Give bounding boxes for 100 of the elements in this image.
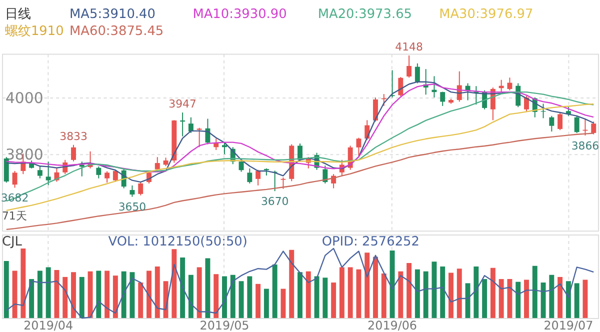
bar [172, 249, 177, 318]
bar [414, 269, 420, 318]
bar [154, 266, 160, 318]
bar [390, 250, 395, 318]
bar [37, 270, 42, 318]
chart-subtitle: 螺纹1910 [4, 24, 64, 39]
candlestick [414, 62, 420, 84]
bar [62, 276, 68, 318]
bar [121, 271, 126, 318]
bar [448, 272, 454, 318]
candlestick [356, 137, 362, 156]
annotation: 4148 [395, 40, 423, 54]
bar [331, 282, 336, 318]
bar [549, 274, 554, 318]
candlestick [549, 115, 554, 132]
candlestick [154, 156, 160, 170]
annotation: 3670 [260, 195, 289, 208]
candlestick [222, 142, 227, 155]
bar [465, 283, 470, 318]
x-tick-label: 2019/05 [200, 318, 250, 332]
candlestick [96, 166, 102, 179]
candlestick [205, 118, 210, 145]
bar [196, 267, 202, 318]
bar [214, 274, 219, 318]
bar [339, 267, 344, 318]
y-tick-label: 3800 [5, 146, 44, 164]
chart-title: CJL [2, 234, 23, 250]
bar [29, 279, 34, 318]
candlestick [398, 76, 404, 97]
bar [574, 283, 580, 318]
x-tick-label: 2019/06 [368, 318, 418, 332]
bar [423, 271, 428, 318]
bar [272, 264, 278, 318]
bar [356, 269, 362, 318]
bar [373, 256, 378, 318]
candlestick [280, 177, 286, 190]
bar [582, 280, 588, 318]
candlestick [130, 184, 135, 198]
annotation: 3866 [571, 139, 600, 152]
bar [112, 276, 118, 318]
candlestick [558, 112, 563, 131]
candlestick [540, 103, 546, 119]
bar [306, 271, 311, 318]
x-tick-label: 2019/07 [544, 318, 594, 332]
candlestick [188, 116, 194, 134]
bar [482, 279, 488, 318]
candlestick [112, 169, 118, 182]
candlestick [256, 169, 261, 186]
annotation: 3833 [60, 130, 88, 143]
candlestick [12, 170, 18, 188]
bar [314, 276, 320, 318]
bar [558, 276, 563, 318]
y-tick-label: 4000 [5, 88, 44, 107]
bar [138, 282, 144, 318]
annotation: 71天 [2, 210, 27, 223]
bar [46, 267, 51, 318]
bar [280, 288, 286, 318]
bar [96, 270, 102, 318]
candlestick [138, 182, 144, 196]
candlestick [574, 115, 580, 134]
bar [532, 266, 538, 318]
bar [146, 270, 152, 318]
bar [322, 278, 328, 318]
bar [247, 276, 252, 318]
bar [264, 288, 269, 318]
bar [222, 276, 227, 318]
candlestick [524, 96, 529, 112]
bar [432, 262, 437, 318]
series-label: OPID: 2576252 [322, 234, 420, 250]
text: MA5:3910.40 [70, 6, 156, 22]
bar [54, 270, 60, 318]
bar [104, 270, 110, 318]
bar [540, 282, 546, 318]
candlestick [79, 161, 84, 177]
bar [238, 281, 244, 318]
candlestick [406, 54, 412, 78]
bar [507, 279, 512, 318]
bar [381, 273, 386, 318]
text: MA20:3973.65 [318, 6, 412, 22]
candlestick [591, 121, 596, 135]
chart-title: 日线 [4, 6, 31, 22]
bar [188, 274, 194, 318]
series-label: VOL: 1012150(50:50) [108, 234, 248, 250]
bar [490, 268, 496, 318]
text: MA60:3875.45 [70, 24, 164, 39]
bar [348, 267, 353, 318]
annotation: 3947 [168, 98, 196, 111]
candlestick [440, 91, 446, 106]
bar [498, 279, 504, 318]
bar [180, 257, 186, 318]
bar [406, 263, 412, 318]
text: MA30:3976.97 [439, 6, 534, 22]
candlestick [247, 168, 252, 184]
x-tick-label: 2019/04 [24, 318, 74, 332]
bar [298, 272, 302, 318]
bar [364, 252, 370, 318]
bar [79, 276, 84, 318]
candlestick [46, 161, 51, 186]
text: MA10:3930.90 [192, 6, 287, 22]
bar [256, 284, 261, 318]
